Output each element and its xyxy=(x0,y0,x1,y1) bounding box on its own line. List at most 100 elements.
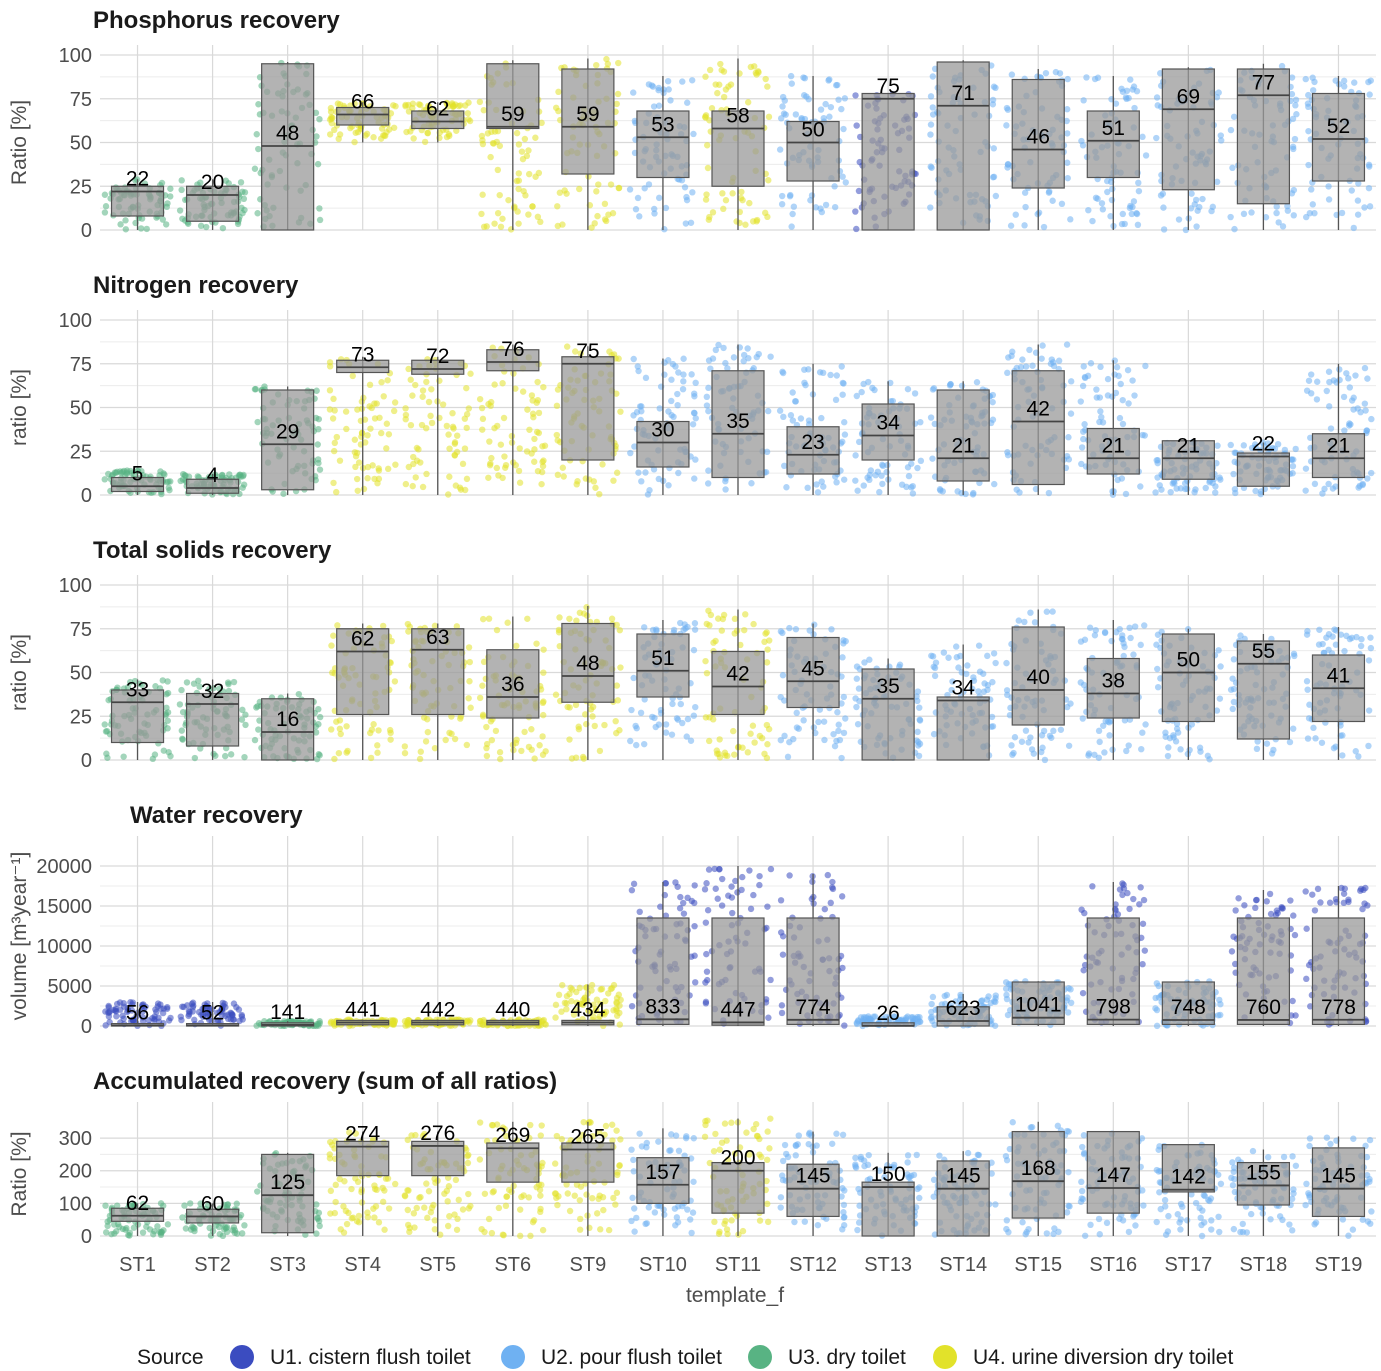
data-point xyxy=(488,454,495,462)
data-point xyxy=(515,185,522,193)
data-point xyxy=(1348,397,1356,404)
median-label: 48 xyxy=(576,652,599,675)
data-point xyxy=(1194,207,1201,214)
data-point xyxy=(603,55,610,63)
data-point xyxy=(540,669,547,676)
median-label: 71 xyxy=(951,82,974,105)
data-point xyxy=(479,682,486,689)
data-point xyxy=(1230,698,1238,706)
data-point xyxy=(702,919,710,926)
data-point xyxy=(1188,190,1195,197)
box-iqr xyxy=(861,403,915,461)
data-point xyxy=(513,736,520,743)
y-axis-label: ratio [%] xyxy=(8,634,31,711)
data-point xyxy=(763,448,771,456)
data-point xyxy=(554,203,561,210)
data-point xyxy=(599,461,606,468)
panel-title: Phosphorus recovery xyxy=(93,7,340,34)
data-point xyxy=(927,163,934,170)
data-point xyxy=(555,88,562,96)
data-point xyxy=(1039,342,1046,349)
data-point xyxy=(255,145,262,153)
data-point xyxy=(1227,213,1234,221)
data-point xyxy=(914,464,921,472)
data-point xyxy=(572,754,580,761)
data-point xyxy=(668,376,675,383)
y-tick-label: 10000 xyxy=(36,936,92,958)
data-point xyxy=(709,209,717,216)
median-label: 51 xyxy=(651,647,674,670)
data-point xyxy=(499,380,506,387)
data-point xyxy=(1289,470,1296,477)
data-point xyxy=(1004,161,1012,168)
data-point xyxy=(674,390,681,398)
data-point xyxy=(818,414,825,422)
data-point xyxy=(445,491,452,498)
data-point xyxy=(1093,386,1100,393)
data-point xyxy=(927,93,935,100)
data-point xyxy=(722,486,729,493)
data-point xyxy=(836,736,844,744)
data-point xyxy=(665,482,672,489)
box-ST4: 62 xyxy=(328,622,399,763)
data-point xyxy=(781,462,788,470)
data-point xyxy=(1354,405,1361,412)
data-point xyxy=(679,385,687,393)
data-point xyxy=(463,424,470,432)
data-point xyxy=(521,728,528,736)
data-point xyxy=(1352,748,1359,755)
data-point xyxy=(855,187,863,195)
data-point xyxy=(1216,474,1223,481)
data-point xyxy=(594,212,601,220)
data-point xyxy=(853,675,861,682)
data-point xyxy=(552,691,560,698)
data-point xyxy=(641,185,648,192)
data-point xyxy=(1063,341,1071,348)
data-point xyxy=(1013,364,1020,372)
data-point xyxy=(1367,634,1374,641)
data-point xyxy=(1199,195,1206,203)
data-point xyxy=(1094,195,1101,202)
data-point xyxy=(727,81,735,88)
data-point xyxy=(555,626,563,634)
data-point xyxy=(352,129,359,136)
data-point xyxy=(179,215,186,222)
data-point xyxy=(1327,425,1335,432)
data-point xyxy=(817,106,825,113)
data-point xyxy=(1288,456,1295,463)
data-point xyxy=(486,438,493,445)
data-point xyxy=(410,453,417,461)
data-point xyxy=(1085,752,1092,759)
data-point xyxy=(524,615,531,622)
data-point xyxy=(692,379,699,387)
data-point xyxy=(261,383,268,390)
box-iqr xyxy=(411,359,465,375)
data-point xyxy=(1095,727,1103,735)
data-point xyxy=(566,615,573,622)
data-point xyxy=(255,101,262,108)
data-point xyxy=(1288,190,1296,197)
data-point xyxy=(494,166,502,174)
data-point xyxy=(1116,625,1123,633)
data-point xyxy=(497,223,505,230)
data-point xyxy=(917,418,924,426)
data-point xyxy=(953,654,960,661)
data-point xyxy=(704,907,712,914)
data-point xyxy=(493,626,501,634)
data-point xyxy=(1119,420,1127,428)
y-tick-label: 0 xyxy=(81,750,92,772)
data-point xyxy=(675,369,682,376)
data-point xyxy=(684,894,691,902)
data-point xyxy=(784,753,792,761)
data-point xyxy=(333,433,341,441)
data-point xyxy=(1089,883,1096,890)
box-ST13: 34 xyxy=(852,378,925,497)
data-point xyxy=(505,196,512,204)
data-point xyxy=(235,1006,243,1013)
data-point xyxy=(364,432,371,439)
data-point xyxy=(483,723,490,731)
data-point xyxy=(764,741,771,748)
data-point xyxy=(422,738,430,745)
data-point xyxy=(704,164,712,172)
data-point xyxy=(1169,480,1176,487)
